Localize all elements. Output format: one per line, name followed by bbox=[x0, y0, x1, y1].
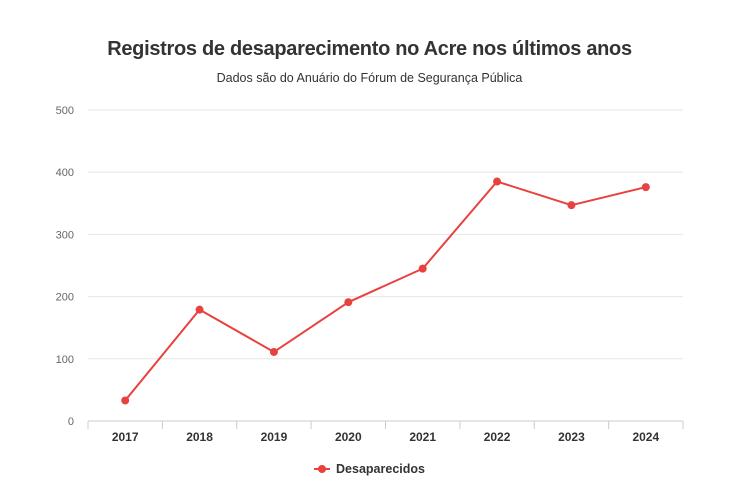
data-point bbox=[269, 347, 278, 356]
grid-lines bbox=[88, 109, 683, 360]
data-point bbox=[493, 177, 502, 186]
series-line bbox=[124, 180, 647, 402]
y-tick-label: 200 bbox=[56, 292, 74, 304]
data-point bbox=[121, 396, 130, 405]
series-layer bbox=[121, 177, 650, 405]
x-tick-label: 2021 bbox=[409, 430, 436, 444]
data-point bbox=[418, 264, 427, 273]
y-tick-label: 500 bbox=[56, 105, 74, 117]
y-axis-ticks: 0 100 200 300 400 500 bbox=[56, 105, 74, 428]
legend-item-desaparecidos[interactable]: Desaparecidos bbox=[314, 462, 425, 476]
x-tick-label: 2020 bbox=[335, 430, 362, 444]
data-point bbox=[641, 183, 650, 192]
data-point bbox=[344, 298, 353, 307]
x-tick-label: 2022 bbox=[484, 430, 511, 444]
x-tick-label: 2019 bbox=[261, 430, 288, 444]
data-point bbox=[195, 305, 204, 314]
y-tick-label: 100 bbox=[56, 354, 74, 366]
data-point bbox=[567, 201, 576, 210]
x-tick-label: 2018 bbox=[186, 430, 213, 444]
legend: Desaparecidos bbox=[0, 462, 739, 477]
y-tick-label: 300 bbox=[56, 229, 74, 241]
chart-title: Registros de desaparecimento no Acre nos… bbox=[107, 38, 632, 60]
x-tick-label: 2023 bbox=[558, 430, 585, 444]
legend-marker-icon bbox=[314, 464, 331, 474]
x-axis: 2017 2018 2019 2020 2021 2022 2023 2024 bbox=[87, 420, 684, 444]
x-tick-label: 2024 bbox=[632, 430, 659, 444]
x-tick-label: 2017 bbox=[112, 430, 139, 444]
y-tick-label: 0 bbox=[68, 416, 74, 428]
chart-subtitle: Dados são do Anuário do Fórum de Seguran… bbox=[216, 71, 523, 85]
y-tick-label: 400 bbox=[56, 167, 74, 179]
legend-label: Desaparecidos bbox=[336, 462, 425, 476]
